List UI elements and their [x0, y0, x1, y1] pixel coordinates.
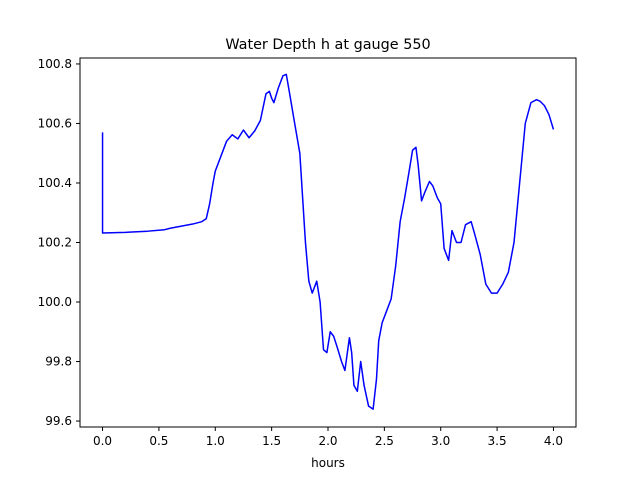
y-tick-label: 100.8 [38, 57, 72, 71]
x-tick-label: 4.0 [544, 434, 563, 448]
y-tick-label: 100.6 [38, 116, 72, 130]
x-tick-label: 1.5 [262, 434, 281, 448]
y-tick-label: 100.0 [38, 295, 72, 309]
y-tick-label: 99.6 [45, 414, 72, 428]
x-tick-label: 0.5 [149, 434, 168, 448]
x-tick-label: 0.0 [93, 434, 112, 448]
x-tick-label: 3.5 [488, 434, 507, 448]
series-line-0 [101, 73, 555, 410]
x-tick-label: 3.0 [431, 434, 450, 448]
x-tick-label: 2.5 [375, 434, 394, 448]
y-tick-label: 100.2 [38, 236, 72, 250]
x-tick-label: 2.0 [318, 434, 337, 448]
x-axis-label: hours [311, 456, 345, 470]
x-tick-label: 1.0 [206, 434, 225, 448]
plot-frame [79, 57, 577, 428]
axis-ticks: 0.0 0.5 1.0 1.5 2.0 2.5 3.0 3.5 4.0 99.6 99.8 100.0… [38, 57, 563, 448]
y-tick-label: 99.8 [45, 355, 72, 369]
chart-title: Water Depth h at gauge 550 [225, 37, 430, 53]
plot-area [101, 73, 555, 410]
y-tick-label: 100.4 [38, 176, 72, 190]
